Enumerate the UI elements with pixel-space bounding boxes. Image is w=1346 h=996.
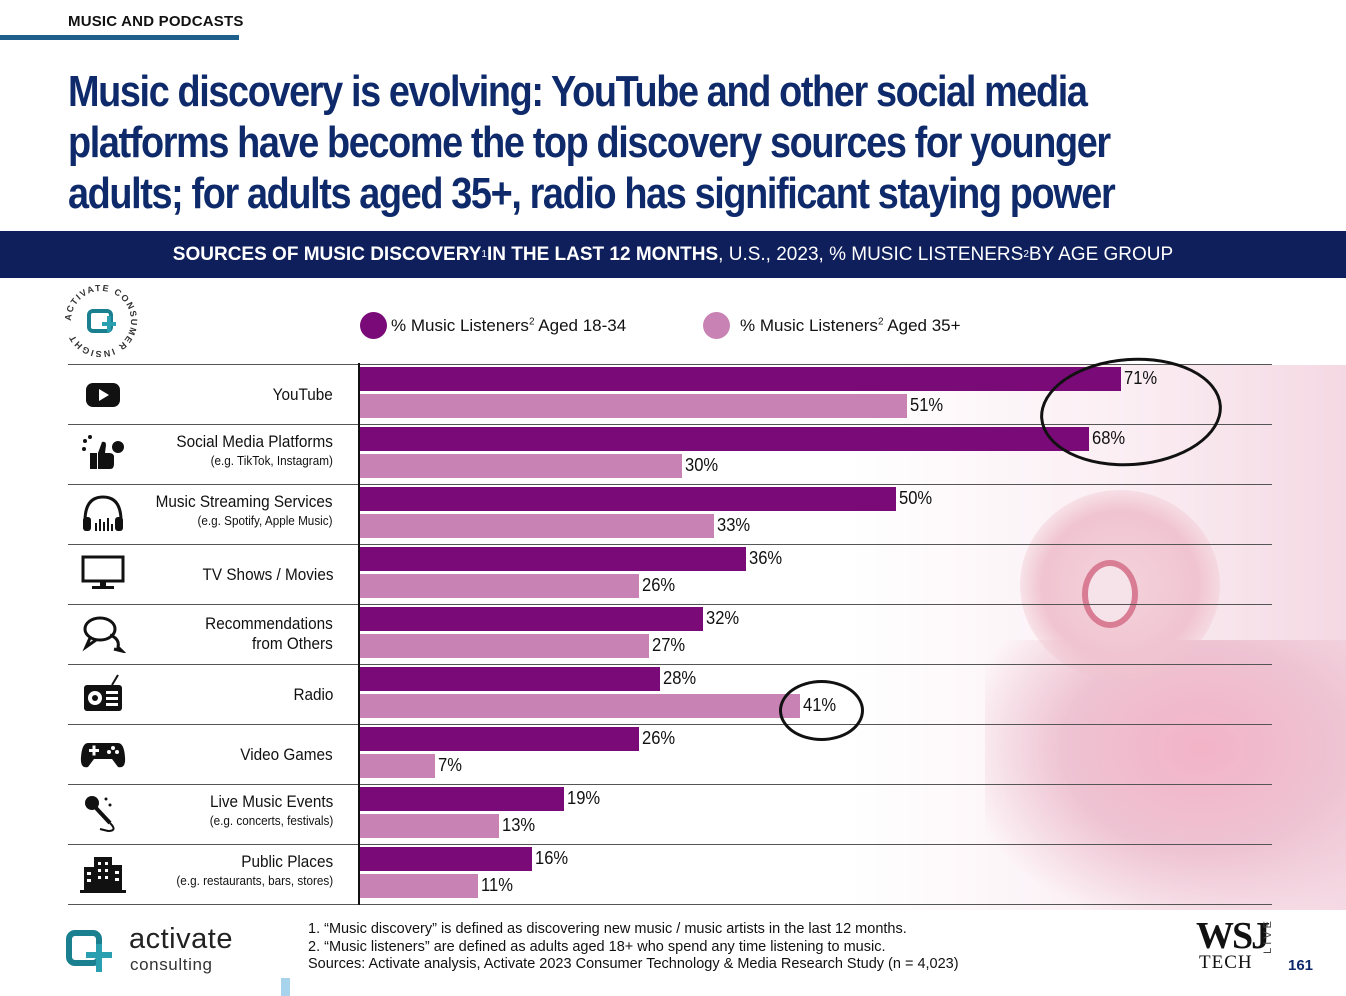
bar-35-plus-live-music-events <box>360 814 500 838</box>
category-label-video-games: Video Games <box>240 745 333 764</box>
legend-label-35-plus: % Music Listeners2 Aged 35+ <box>740 315 961 335</box>
bar-18-34-social-media-platforms <box>360 427 1089 451</box>
wsj-logo: WSJ <box>1196 915 1270 957</box>
bar-35-plus-recommendations-from-others <box>360 634 650 658</box>
legend-swatch-light <box>703 312 730 339</box>
bar-35-plus-public-places <box>360 874 478 898</box>
footnotes: 1. “Music discovery” is defined as disco… <box>308 921 959 974</box>
row-divider <box>68 664 1272 665</box>
row-divider <box>68 784 1272 785</box>
banner-title-2: IN THE LAST 12 MONTHS <box>486 243 719 265</box>
tv-icon <box>81 555 125 589</box>
bar-35-plus-radio <box>360 694 800 718</box>
data-label: 32% <box>706 608 740 628</box>
data-label: 26% <box>641 728 675 748</box>
banner-sup-1: 1 <box>481 249 487 260</box>
bar-18-34-music-streaming-services <box>360 487 896 511</box>
page-number: 161 <box>1288 957 1314 974</box>
row-divider <box>68 424 1272 425</box>
microphone-icon <box>85 796 115 833</box>
chart-axis-line <box>358 363 360 905</box>
banner-subtitle-2: BY AGE GROUP <box>1028 243 1174 265</box>
category-label-recommendations-from-others: Recommendations from Others <box>205 614 333 653</box>
bar-18-34-tv-shows-movies <box>360 547 746 571</box>
legend-swatch-dark <box>360 312 387 339</box>
category-label-youtube: YouTube <box>272 385 333 404</box>
footnote-2: 2. “Music listeners” are defined as adul… <box>308 938 886 955</box>
badge-text: ACTIVATE CONSUMER INSIGHT <box>63 285 138 357</box>
bar-18-34-live-music-events <box>360 787 564 811</box>
category-label-tv-shows-movies: TV Shows / Movies <box>202 565 333 584</box>
category-label-radio: Radio <box>293 685 333 704</box>
headphones-photo-icon <box>1082 560 1138 628</box>
highlight-circle-radio <box>779 680 864 741</box>
footnote-1: 1. “Music discovery” is defined as disco… <box>308 921 907 937</box>
legend-label-18-34: % Music Listeners2 Aged 18-34 <box>391 315 627 335</box>
chat-bubbles-icon <box>82 616 126 653</box>
row-divider <box>68 364 1272 365</box>
row-divider <box>68 544 1272 545</box>
section-label: MUSIC AND PODCASTS <box>68 13 244 30</box>
activate-consumer-insight-badge-icon: ACTIVATE CONSUMER INSIGHT <box>63 285 139 357</box>
bar-35-plus-video-games <box>360 754 436 778</box>
data-label: 71% <box>1124 368 1158 388</box>
gamepad-icon <box>80 743 126 768</box>
decorative-mark <box>281 978 290 996</box>
photo-hoodie <box>985 640 1346 910</box>
bar-18-34-public-places <box>360 847 532 871</box>
building-icon <box>80 857 126 893</box>
data-label: 26% <box>641 575 675 595</box>
row-divider <box>68 604 1272 605</box>
data-label: 13% <box>502 815 536 835</box>
data-label: 16% <box>534 848 568 868</box>
svg-text:ACTIVATE CONSUMER INSIGHT: ACTIVATE CONSUMER INSIGHT <box>63 285 139 357</box>
bar-18-34-recommendations-from-others <box>360 607 704 631</box>
youtube-icon <box>86 383 120 407</box>
category-label-public-places: Public Places (e.g. restaurants, bars, st… <box>176 852 333 888</box>
radio-icon <box>84 674 122 711</box>
brand-name: activate <box>129 923 233 955</box>
chart-banner: SOURCES OF MUSIC DISCOVERY 1 IN THE LAST … <box>0 231 1346 278</box>
data-label: 19% <box>566 788 600 808</box>
social-media-icon <box>82 435 124 469</box>
page-title: Music discovery is evolving: YouTube and… <box>68 67 1116 218</box>
data-label: 27% <box>652 635 686 655</box>
data-label: 28% <box>663 668 697 688</box>
legend-item-35-plus: % Music Listeners2 Aged 35+ <box>703 312 961 339</box>
category-label-live-music-events: Live Music Events (e.g. concerts, festiva… <box>209 792 333 828</box>
bar-18-34-youtube <box>360 367 1122 391</box>
banner-title: SOURCES OF MUSIC DISCOVERY <box>172 243 482 265</box>
banner-sup-2: 2 <box>1023 249 1029 260</box>
row-divider <box>68 904 1272 905</box>
row-divider <box>68 484 1272 485</box>
bar-18-34-video-games <box>360 727 639 751</box>
bar-35-plus-music-streaming-services <box>360 514 714 538</box>
data-label: 11% <box>480 875 513 895</box>
brand-sub: consulting <box>130 955 213 974</box>
category-label-social-media-platforms: Social Media Platforms (e.g. TikTok, Inst… <box>176 432 333 468</box>
bar-35-plus-tv-shows-movies <box>360 574 639 598</box>
row-divider <box>68 844 1272 845</box>
section-underline <box>0 35 239 40</box>
data-label: 51% <box>909 395 943 415</box>
bar-35-plus-youtube <box>360 394 907 418</box>
data-label: 33% <box>716 515 750 535</box>
data-label: 68% <box>1091 428 1126 448</box>
data-label: 50% <box>899 488 933 508</box>
data-label: 7% <box>438 755 462 775</box>
category-label-music-streaming-services: Music Streaming Services (e.g. Spotify, A… <box>156 492 333 528</box>
activate-logo-icon <box>66 930 112 972</box>
wsj-tech: TECH <box>1199 952 1253 973</box>
data-label: 30% <box>684 455 718 475</box>
wsj-live: LIVE <box>1262 918 1274 954</box>
bar-18-34-radio <box>360 667 661 691</box>
footnote-sources: Sources: Activate analysis, Activate 202… <box>308 956 959 972</box>
data-label: 36% <box>748 548 783 568</box>
legend-item-18-34: % Music Listeners2 Aged 18-34 <box>360 312 626 339</box>
row-divider <box>68 724 1272 725</box>
banner-subtitle: , U.S., 2023, % MUSIC LISTENERS <box>718 243 1024 265</box>
bar-35-plus-social-media-platforms <box>360 454 682 478</box>
headphones-icon <box>83 495 123 531</box>
